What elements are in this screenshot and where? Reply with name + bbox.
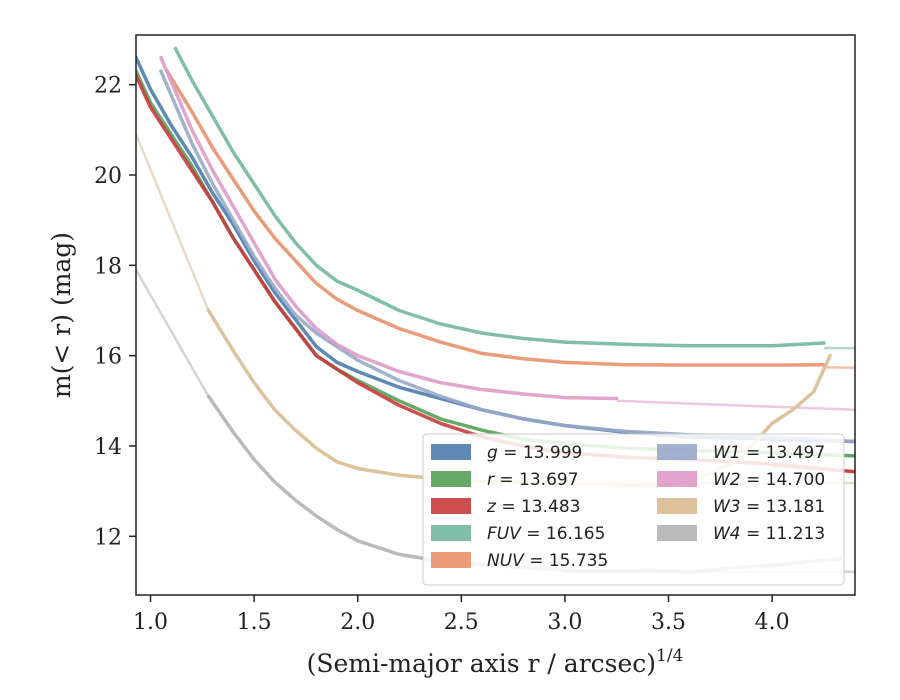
legend-label-fuv: FUV = 16.165	[487, 524, 605, 544]
legend-swatch-fuv	[431, 525, 471, 541]
legend-swatch-w4	[657, 525, 697, 541]
extrapolation-w4-8	[136, 269, 210, 397]
y-tick-label: 22	[94, 74, 122, 99]
y-tick-label: 16	[94, 345, 122, 370]
y-tick-label: 20	[94, 164, 122, 189]
series-g-line	[136, 55, 855, 444]
extrapolation-w2-5	[616, 399, 855, 412]
x-tick-label: 1.0	[133, 610, 168, 635]
legend-label-w3: W3 = 13.181	[713, 497, 825, 517]
x-tick-label: 4.0	[755, 610, 790, 635]
ticks-layer: 1.0 1.5 2.0 2.5 3.0 3.5 4.0 12 14 16 18 20 22	[94, 74, 790, 635]
series-w1-line	[159, 69, 855, 444]
legend: g = 13.999 r = 13.697 z = 13.483 FUV = 16.1…	[422, 433, 845, 586]
legend-swatch-nuv	[431, 552, 471, 568]
legend-swatch-w1	[657, 444, 697, 460]
x-tick-label: 1.5	[237, 610, 272, 635]
y-axis-label: m(< r) (mag)	[47, 232, 76, 398]
y-tick-label: 14	[94, 435, 122, 460]
legend-swatch-z	[431, 498, 471, 514]
legend-swatch-g	[431, 444, 471, 460]
series-r-line	[136, 69, 855, 458]
y-tick-label: 12	[94, 525, 122, 550]
legend-swatch-w2	[657, 471, 697, 487]
x-axis-label: (Semi-major axis r / arcsec)1/4	[307, 646, 684, 678]
x-tick-label: 3.5	[651, 610, 686, 635]
legend-label-w2: W2 = 14.700	[713, 470, 825, 490]
legend-label-w1: W1 = 13.497	[713, 443, 825, 463]
legend-label-nuv: NUV = 15.735	[487, 551, 608, 571]
y-tick-label: 18	[94, 254, 122, 279]
legend-label-g: g = 13.999	[487, 443, 582, 463]
legend-label-z: z = 13.483	[486, 497, 580, 517]
legend-swatch-r	[431, 471, 471, 487]
plot-frame	[135, 34, 856, 596]
series-w2-line	[159, 55, 619, 401]
x-tick-label: 2.0	[340, 610, 375, 635]
legend-swatch-w3	[657, 498, 697, 514]
legend-label-r: r = 13.697	[487, 470, 579, 490]
series-fuv-line	[173, 46, 826, 348]
series-nuv-line	[165, 69, 826, 367]
legend-label-w4: W4 = 11.213	[713, 524, 825, 544]
x-tick-label: 3.0	[547, 610, 582, 635]
legend-box	[422, 433, 845, 586]
extrapolation-w3-6	[136, 133, 210, 311]
x-tick-label: 2.5	[444, 610, 479, 635]
